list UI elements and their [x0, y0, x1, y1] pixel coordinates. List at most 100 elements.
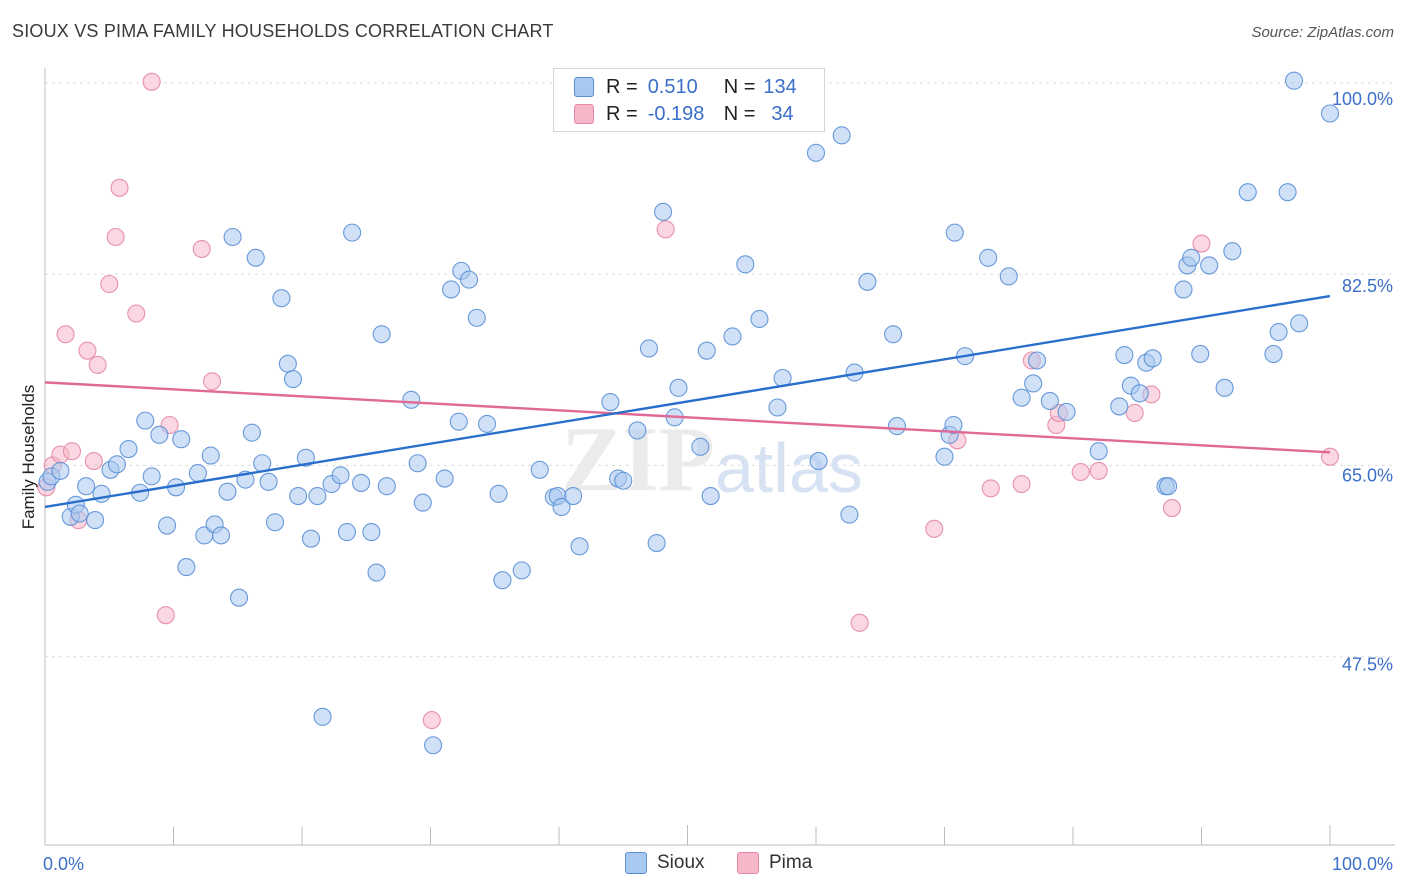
- sioux-point: [935, 447, 954, 466]
- pima-trend-line: [44, 381, 1331, 454]
- pima-point: [142, 72, 161, 91]
- sioux-point: [806, 143, 826, 162]
- legend-item-pima[interactable]: Pima: [737, 852, 812, 874]
- sioux-point: [1269, 323, 1288, 342]
- sioux-point: [259, 472, 278, 491]
- sioux-point: [408, 454, 427, 473]
- sioux-point: [296, 448, 315, 467]
- sioux-point: [1159, 477, 1178, 496]
- pima-point: [192, 239, 211, 259]
- sioux-point: [229, 588, 249, 607]
- sioux-point: [150, 425, 169, 444]
- sioux-point: [142, 467, 161, 486]
- legend-r-label: R =: [606, 75, 638, 98]
- sioux-point: [858, 272, 877, 291]
- legend-item-sioux[interactable]: Sioux: [625, 852, 705, 874]
- sioux-point: [884, 325, 903, 344]
- sioux-trend-line: [44, 294, 1331, 509]
- sioux-point: [223, 227, 242, 247]
- sioux-point: [493, 571, 512, 590]
- sioux-point: [177, 558, 196, 577]
- pima-swatch: [737, 852, 759, 874]
- sioux-point: [750, 309, 769, 329]
- pima-point: [656, 220, 675, 239]
- trend-lines: [44, 294, 1331, 509]
- sioux-point: [691, 437, 710, 456]
- axis-labels: 100.0% 82.5% 65.0% 47.5% 0.0% 100.0% Family Ho…: [19, 89, 1393, 874]
- sioux-point: [278, 354, 297, 373]
- sioux-point: [372, 325, 391, 344]
- stats-legend: R = 0.510 N = 134 R = -0.198 N = 34: [553, 68, 825, 132]
- sioux-point: [832, 126, 851, 145]
- legend-swatch-sioux: [574, 77, 594, 97]
- pima-point: [203, 372, 222, 391]
- sioux-point: [51, 461, 70, 480]
- pima-point: [127, 304, 146, 323]
- legend-n-value: 34: [771, 102, 794, 125]
- sioux-point: [1012, 388, 1031, 407]
- sioux-point: [945, 223, 964, 242]
- sioux-point: [337, 523, 357, 542]
- sioux-point: [552, 497, 571, 517]
- sioux-point: [1238, 183, 1257, 202]
- y-tick-label: 47.5%: [1342, 655, 1393, 675]
- sioux-point: [313, 707, 332, 726]
- sioux-point: [265, 513, 285, 532]
- grid-layer: [45, 82, 1395, 658]
- sioux-point: [352, 473, 371, 492]
- x-tick-label-left: 0.0%: [43, 854, 84, 874]
- sioux-point: [840, 505, 859, 524]
- sioux-point: [723, 327, 742, 346]
- pima-point: [1071, 462, 1090, 482]
- sioux-point: [887, 417, 907, 436]
- sioux-point: [449, 412, 468, 431]
- sioux-point: [211, 526, 231, 545]
- sioux-point: [242, 423, 261, 442]
- y-tick-label: 82.5%: [1342, 276, 1393, 296]
- sioux-point: [413, 493, 432, 512]
- pima-points: [37, 72, 1340, 730]
- sioux-point: [459, 270, 479, 289]
- sioux-point: [809, 452, 828, 471]
- pima-point: [106, 227, 125, 247]
- legend-n-label: N =: [723, 75, 756, 98]
- sioux-point: [158, 516, 177, 535]
- watermark-atlas: atlas: [715, 429, 863, 507]
- sioux-point: [1040, 391, 1059, 410]
- sioux-point: [570, 537, 589, 556]
- pima-point: [1089, 461, 1108, 480]
- y-axis-title: Family Households: [19, 385, 38, 530]
- pima-point: [88, 355, 107, 374]
- sioux-point: [1182, 248, 1201, 267]
- sioux-point: [172, 430, 191, 449]
- sioux-point: [77, 477, 96, 496]
- legend-n-value: 134: [763, 75, 797, 98]
- sioux-point: [1057, 402, 1076, 421]
- sioux-point: [614, 471, 633, 490]
- sioux-point: [424, 736, 443, 755]
- sioux-point: [283, 370, 303, 389]
- pima-point: [850, 613, 869, 632]
- pima-point: [1125, 403, 1144, 423]
- sioux-point: [377, 477, 396, 496]
- sioux-point: [70, 504, 89, 523]
- sioux-point: [1320, 104, 1340, 123]
- sioux-point: [402, 390, 421, 409]
- sioux-point: [188, 464, 207, 483]
- pima-point: [422, 711, 441, 730]
- sioux-point: [1089, 442, 1108, 461]
- sioux-point: [1264, 344, 1283, 364]
- pima-point: [100, 274, 119, 294]
- sioux-point: [86, 511, 105, 530]
- sioux-point: [1174, 280, 1193, 299]
- sioux-point: [1024, 374, 1043, 393]
- sioux-point: [701, 486, 720, 506]
- y-tick-label: 65.0%: [1342, 465, 1393, 485]
- axes-layer: [44, 68, 1395, 846]
- series-legend: Sioux Pima: [0, 852, 1406, 876]
- sioux-point: [489, 484, 508, 503]
- sioux-point: [1130, 384, 1149, 403]
- sioux-point: [564, 486, 583, 506]
- legend-label-pima: Pima: [769, 852, 813, 873]
- sioux-point: [1223, 242, 1242, 261]
